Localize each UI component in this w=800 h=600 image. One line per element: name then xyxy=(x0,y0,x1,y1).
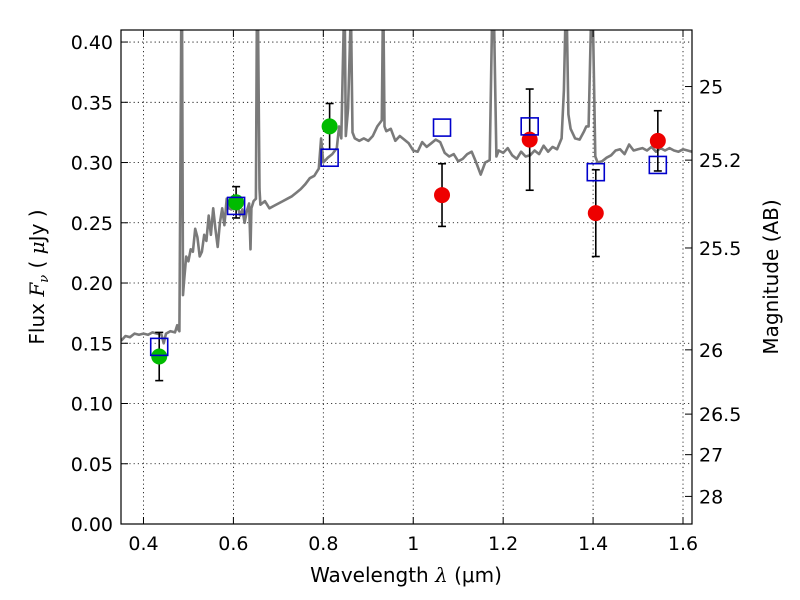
y2-tick-label: 25.5 xyxy=(699,238,741,260)
plot-frame xyxy=(120,29,693,525)
model-photometry-point xyxy=(226,196,246,216)
observed-point xyxy=(434,187,451,204)
y2-tick-label: 25 xyxy=(699,77,723,99)
x-tick-label: 0.4 xyxy=(128,533,158,555)
observed-point xyxy=(228,194,245,211)
x-tick-label: 0.8 xyxy=(308,533,338,555)
y-tick-label: 0.30 xyxy=(71,153,113,175)
plot-area xyxy=(121,30,692,382)
y2-axis-label: Magnitude (AB) xyxy=(759,199,783,354)
model-photometry-points xyxy=(149,117,668,357)
x-tick-label: 1.6 xyxy=(668,533,698,555)
y2-tick-label: 25.2 xyxy=(699,150,741,172)
y2-tick-label: 26.5 xyxy=(699,404,741,426)
spectrum-series xyxy=(121,30,692,345)
x-tick-label: 1.4 xyxy=(578,533,608,555)
observed-point xyxy=(151,348,168,365)
x-tick-label: 1 xyxy=(407,533,419,555)
model-photometry-point xyxy=(320,148,339,168)
observed-point xyxy=(321,118,338,135)
y2-tick-label: 28 xyxy=(699,486,723,508)
observed-points xyxy=(151,118,666,365)
y-tick-label: 0.10 xyxy=(71,394,113,416)
y-tick-label: 0.00 xyxy=(71,514,113,536)
y2-tick-label: 26 xyxy=(699,340,723,362)
y2-tick-label: 27 xyxy=(699,445,723,467)
y-tick-label: 0.05 xyxy=(71,454,113,476)
y-tick-label: 0.35 xyxy=(71,92,113,114)
x-tick-label: 1.2 xyxy=(488,533,518,555)
observed-point xyxy=(587,205,604,222)
model-photometry-point xyxy=(648,155,668,175)
axis-ticks: 0.4 0.6 0.8 1 1.2 1.4 1.6 0.00 0.05 0.10 0.15 0.20 0… xyxy=(71,30,741,555)
x-tick-label: 0.6 xyxy=(218,533,248,555)
model-photometry-point xyxy=(520,117,539,136)
observed-point xyxy=(649,132,666,149)
spectrum-line xyxy=(121,30,692,345)
y-tick-label: 0.40 xyxy=(71,32,113,54)
x-axis-label: Wavelength λ (μm) xyxy=(310,563,502,587)
grid xyxy=(121,30,692,525)
observed-point xyxy=(521,131,538,148)
y-axis-label: Flux Fν ( μJy ) xyxy=(25,209,52,344)
y-tick-label: 0.25 xyxy=(71,213,113,235)
model-photometry-point xyxy=(149,337,169,357)
y-tick-label: 0.20 xyxy=(71,273,113,295)
y-tick-label: 0.15 xyxy=(71,333,113,355)
model-photometry-point xyxy=(432,118,452,137)
model-photometry-point xyxy=(586,162,606,182)
